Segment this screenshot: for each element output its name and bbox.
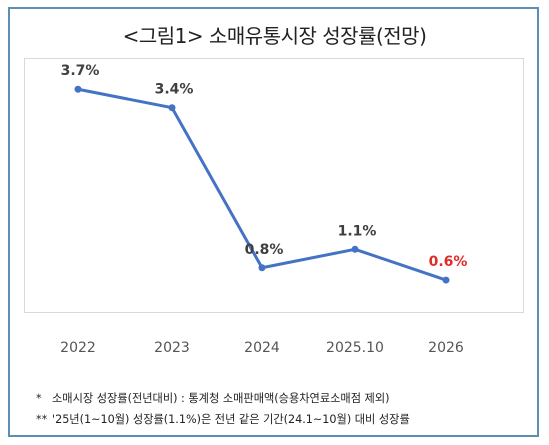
data-points bbox=[74, 85, 450, 284]
footnote-text: 소매시장 성장률(전년대비) : 통계청 소매판매액(승용차연료소매점 제외) bbox=[52, 392, 390, 405]
x-axis-ticks: 2022 2023 2024 2025.10 2026 bbox=[60, 340, 464, 356]
footnote-2: ** '25년(1~10월) 성장률(1.1%)은 전년 같은 기간(24.1~1… bbox=[36, 409, 531, 430]
data-point bbox=[258, 264, 266, 272]
x-tick-label: 2025.10 bbox=[326, 340, 384, 356]
chart-title: <그림1> 소매유통시장 성장률(전망) bbox=[122, 24, 427, 48]
x-tick-label: 2023 bbox=[154, 340, 190, 356]
data-point bbox=[74, 85, 82, 93]
data-point bbox=[442, 276, 450, 284]
x-tick-label: 2026 bbox=[428, 340, 464, 356]
data-point bbox=[351, 245, 359, 253]
footnotes: * 소매시장 성장률(전년대비) : 통계청 소매판매액(승용차연료소매점 제외)… bbox=[36, 388, 531, 430]
plot-area bbox=[24, 58, 524, 313]
data-label: 0.6% bbox=[429, 254, 468, 270]
footnote-mark: ** bbox=[36, 413, 48, 426]
data-labels: 3.7% 3.4% 0.8% 1.1% 0.6% bbox=[61, 63, 468, 270]
x-tick-label: 2022 bbox=[60, 340, 96, 356]
data-label: 3.4% bbox=[155, 82, 194, 98]
data-point bbox=[168, 104, 176, 112]
data-label: 3.7% bbox=[61, 63, 100, 79]
x-tick-label: 2024 bbox=[244, 340, 280, 356]
footnote-mark: * bbox=[36, 392, 42, 405]
footnote-1: * 소매시장 성장률(전년대비) : 통계청 소매판매액(승용차연료소매점 제외) bbox=[36, 388, 531, 409]
footnote-text: '25년(1~10월) 성장률(1.1%)은 전년 같은 기간(24.1~10월… bbox=[52, 413, 410, 426]
data-label: 0.8% bbox=[245, 242, 284, 258]
data-label: 1.1% bbox=[338, 223, 377, 239]
